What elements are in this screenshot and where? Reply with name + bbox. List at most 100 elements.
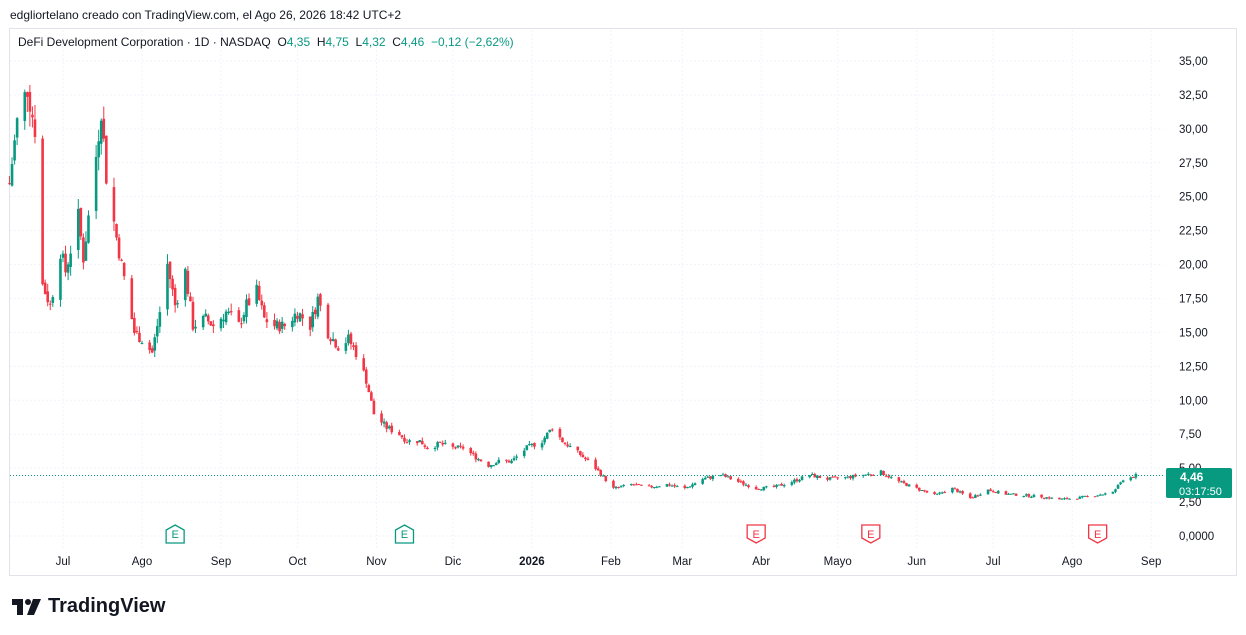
candle-body: [66, 264, 70, 273]
candle-body: [186, 270, 190, 294]
candle-body: [1004, 491, 1008, 495]
candle: [800, 475, 804, 481]
candle-body: [168, 261, 172, 280]
candle: [326, 302, 330, 340]
candle: [273, 313, 276, 330]
earnings-marker[interactable]: E: [746, 524, 766, 544]
candle: [655, 485, 659, 489]
candle-body: [265, 319, 269, 323]
candle: [283, 322, 287, 330]
candle-body: [956, 488, 959, 493]
last-price-tag[interactable]: 4,46 03:17:50: [1166, 468, 1232, 498]
candle-body: [451, 443, 455, 447]
candle-body: [487, 461, 490, 467]
candle-body: [1114, 489, 1117, 492]
earnings-label: E: [752, 529, 759, 541]
candle: [1103, 492, 1107, 496]
candle-body: [436, 442, 439, 448]
candle-body: [622, 484, 625, 486]
candle: [737, 477, 740, 483]
candle: [686, 486, 689, 489]
candle-body: [247, 298, 251, 306]
candle-body: [938, 492, 941, 494]
candle: [1111, 491, 1115, 495]
candle-body: [46, 291, 50, 303]
candle-body: [1078, 496, 1082, 499]
candle: [991, 489, 995, 493]
x-tick-label: Sep: [1141, 556, 1161, 568]
candle-body: [632, 484, 636, 486]
candle: [229, 303, 233, 316]
candle: [278, 319, 281, 334]
candle-body: [97, 141, 100, 158]
candle-body: [986, 489, 990, 495]
candle-body: [816, 475, 819, 478]
candle: [994, 491, 998, 494]
earnings-marker[interactable]: E: [165, 524, 185, 544]
candle-body: [173, 287, 177, 306]
candle: [415, 441, 419, 446]
candle: [1030, 495, 1033, 499]
candle: [336, 345, 340, 352]
candle: [186, 266, 190, 297]
candle: [925, 490, 929, 494]
candle-body: [443, 442, 447, 444]
candle: [66, 262, 70, 281]
y-tick-label: 12,50: [1179, 361, 1208, 373]
candle: [87, 210, 90, 244]
candle: [191, 296, 195, 332]
candle: [461, 444, 465, 451]
candle: [747, 484, 750, 489]
candle: [158, 306, 162, 333]
candle: [28, 85, 32, 127]
candle-body: [688, 486, 692, 488]
candle: [316, 293, 320, 320]
symbol-name[interactable]: DeFi Development Corporation · 1D · NASD…: [18, 35, 271, 49]
candle: [798, 478, 801, 483]
y-tick-label: 15,00: [1179, 327, 1208, 339]
candle-body: [550, 429, 554, 431]
candle: [148, 339, 151, 354]
candle-body: [494, 463, 498, 466]
candle: [347, 329, 350, 346]
candle-body: [601, 475, 605, 477]
candle-body: [474, 453, 478, 460]
candle-body: [693, 483, 697, 486]
y-tick-label: 17,50: [1179, 294, 1208, 306]
candle: [872, 474, 875, 476]
candle: [882, 470, 885, 476]
candle-body: [278, 322, 281, 332]
candle-body: [319, 294, 322, 306]
open-value: 4,35: [286, 35, 311, 49]
candle-body: [311, 312, 315, 328]
candle: [854, 473, 857, 478]
close-value: 4,46: [400, 35, 425, 49]
candle-body: [48, 303, 52, 305]
candle: [968, 492, 972, 499]
candle-body: [917, 487, 921, 491]
candle: [943, 490, 947, 494]
candle-body: [316, 296, 320, 317]
candle-body: [953, 488, 957, 490]
candle: [64, 245, 67, 277]
candle: [474, 451, 478, 463]
candle: [652, 486, 656, 489]
candle-body: [206, 315, 210, 322]
grid: [10, 30, 1163, 550]
candle: [956, 488, 959, 493]
earnings-marker[interactable]: E: [394, 524, 415, 544]
candle-body: [201, 315, 205, 328]
earnings-marker[interactable]: E: [1088, 524, 1108, 544]
earnings-marker[interactable]: E: [861, 524, 881, 544]
tradingview-logo[interactable]: TradingView: [12, 595, 165, 618]
candle-body: [23, 92, 27, 121]
candle-body: [810, 474, 814, 476]
candle-body: [227, 311, 230, 314]
candle-body: [219, 318, 223, 329]
y-tick-label: 20,00: [1179, 260, 1208, 272]
candle: [1114, 488, 1117, 494]
candle-body: [525, 445, 529, 451]
candle-body: [1042, 497, 1046, 499]
candle: [1040, 494, 1043, 499]
